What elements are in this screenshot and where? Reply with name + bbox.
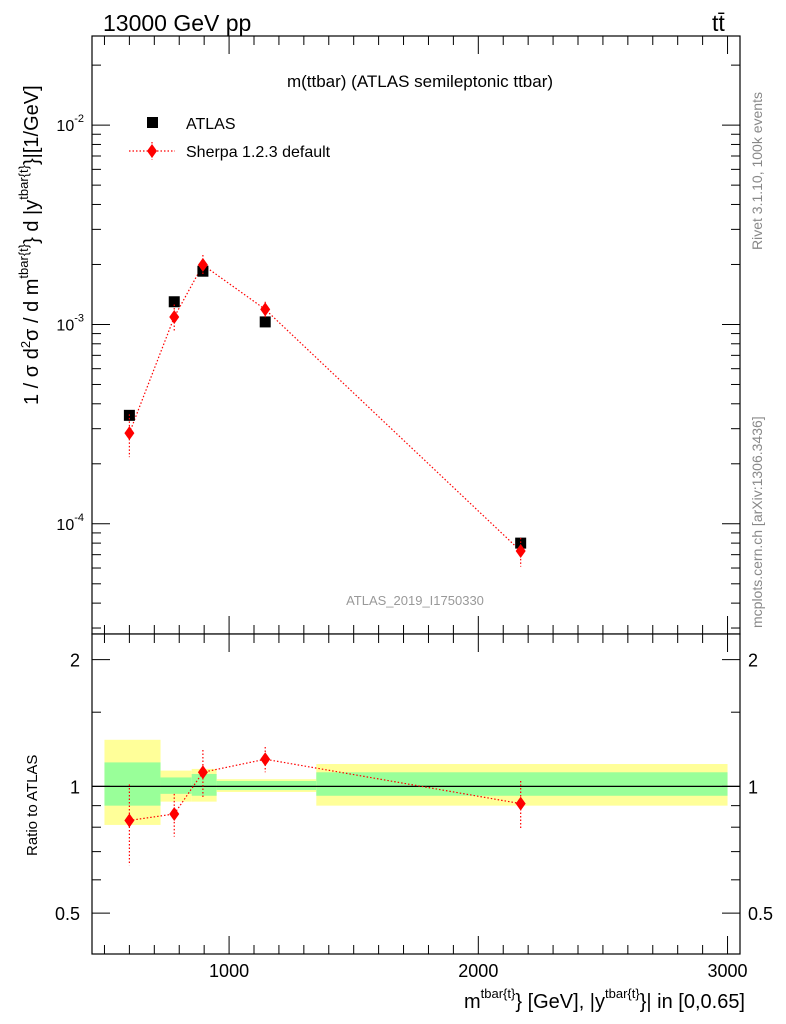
x-tick-label: 2000 xyxy=(458,961,498,981)
atlas-point xyxy=(168,296,180,308)
ratio-band-inner xyxy=(216,780,317,791)
y-axis-title-ratio: Ratio to ATLAS xyxy=(24,755,41,856)
ratio-y-tick-label-left: 1 xyxy=(70,777,80,797)
legend-sherpa-label: Sherpa 1.2.3 default xyxy=(186,144,331,161)
y-axis-title-main: 1 / σ d2σ / d mtbar{t}} d |ytbar{t}}|[1/… xyxy=(16,85,43,405)
legend: ATLAS Sherpa 1.2.3 default xyxy=(129,116,331,161)
ratio-y-tick-label-left: 0.5 xyxy=(55,904,80,924)
ratio-sherpa-point xyxy=(260,752,271,767)
ratio-sherpa-point xyxy=(169,806,180,821)
process-label: tt̄ xyxy=(712,10,725,36)
side-label-rivet: Rivet 3.1.10, 100k events xyxy=(749,92,765,250)
ratio-y-tick-label-right: 0.5 xyxy=(748,904,773,924)
sherpa-point xyxy=(260,302,271,317)
y-tick-label: 10-3 xyxy=(56,312,84,334)
ratio-y-tick-label-right: 1 xyxy=(748,777,758,797)
y-tick-label: 10-2 xyxy=(56,113,84,135)
legend-atlas-label: ATLAS xyxy=(186,116,236,133)
sherpa-point xyxy=(197,257,208,272)
x-tick-label: 1000 xyxy=(209,961,249,981)
atlas-point xyxy=(259,316,271,328)
plot-title: m(ttbar) (ATLAS semileptonic ttbar) xyxy=(287,72,553,91)
legend-sherpa-marker xyxy=(147,144,157,158)
atlas-point xyxy=(515,537,527,549)
sherpa-point xyxy=(124,426,135,441)
main-panel-axes: 10-4 10-3 10-2 xyxy=(56,36,740,634)
ratio-band-inner xyxy=(316,772,728,796)
analysis-id: ATLAS_2019_I1750330 xyxy=(346,593,484,608)
ratio-panel-axes: 1000 2000 3000 0.5 0.5 1 1 2 2 xyxy=(55,634,773,981)
ratio-sherpa-point xyxy=(515,796,526,811)
energy-label: 13000 GeV pp xyxy=(103,10,251,36)
x-axis-title: mtbar{t}} [GeV], |ytbar{t}}| in [0,0.65] xyxy=(464,986,745,1013)
legend-atlas-marker xyxy=(147,117,158,128)
x-tick-label: 3000 xyxy=(708,961,748,981)
ratio-band-inner xyxy=(160,777,192,794)
side-label-mcplots: mcplots.cern.ch [arXiv:1306.3436] xyxy=(749,416,765,628)
ratio-y-tick-label-right: 2 xyxy=(748,651,758,671)
y-tick-label: 10-4 xyxy=(56,512,84,534)
main-series-layer xyxy=(123,255,527,567)
main-panel-frame xyxy=(91,35,741,635)
ratio-band-inner xyxy=(191,773,217,796)
ratio-y-tick-label-left: 2 xyxy=(70,651,80,671)
sherpa-point xyxy=(515,544,526,559)
ratio-sherpa-point xyxy=(197,765,208,780)
ratio-bands xyxy=(92,739,740,825)
ratio-sherpa-point xyxy=(124,813,135,828)
ratio-series-layer xyxy=(124,747,526,866)
sherpa-point xyxy=(169,310,180,325)
ratio-band-inner xyxy=(104,762,161,806)
